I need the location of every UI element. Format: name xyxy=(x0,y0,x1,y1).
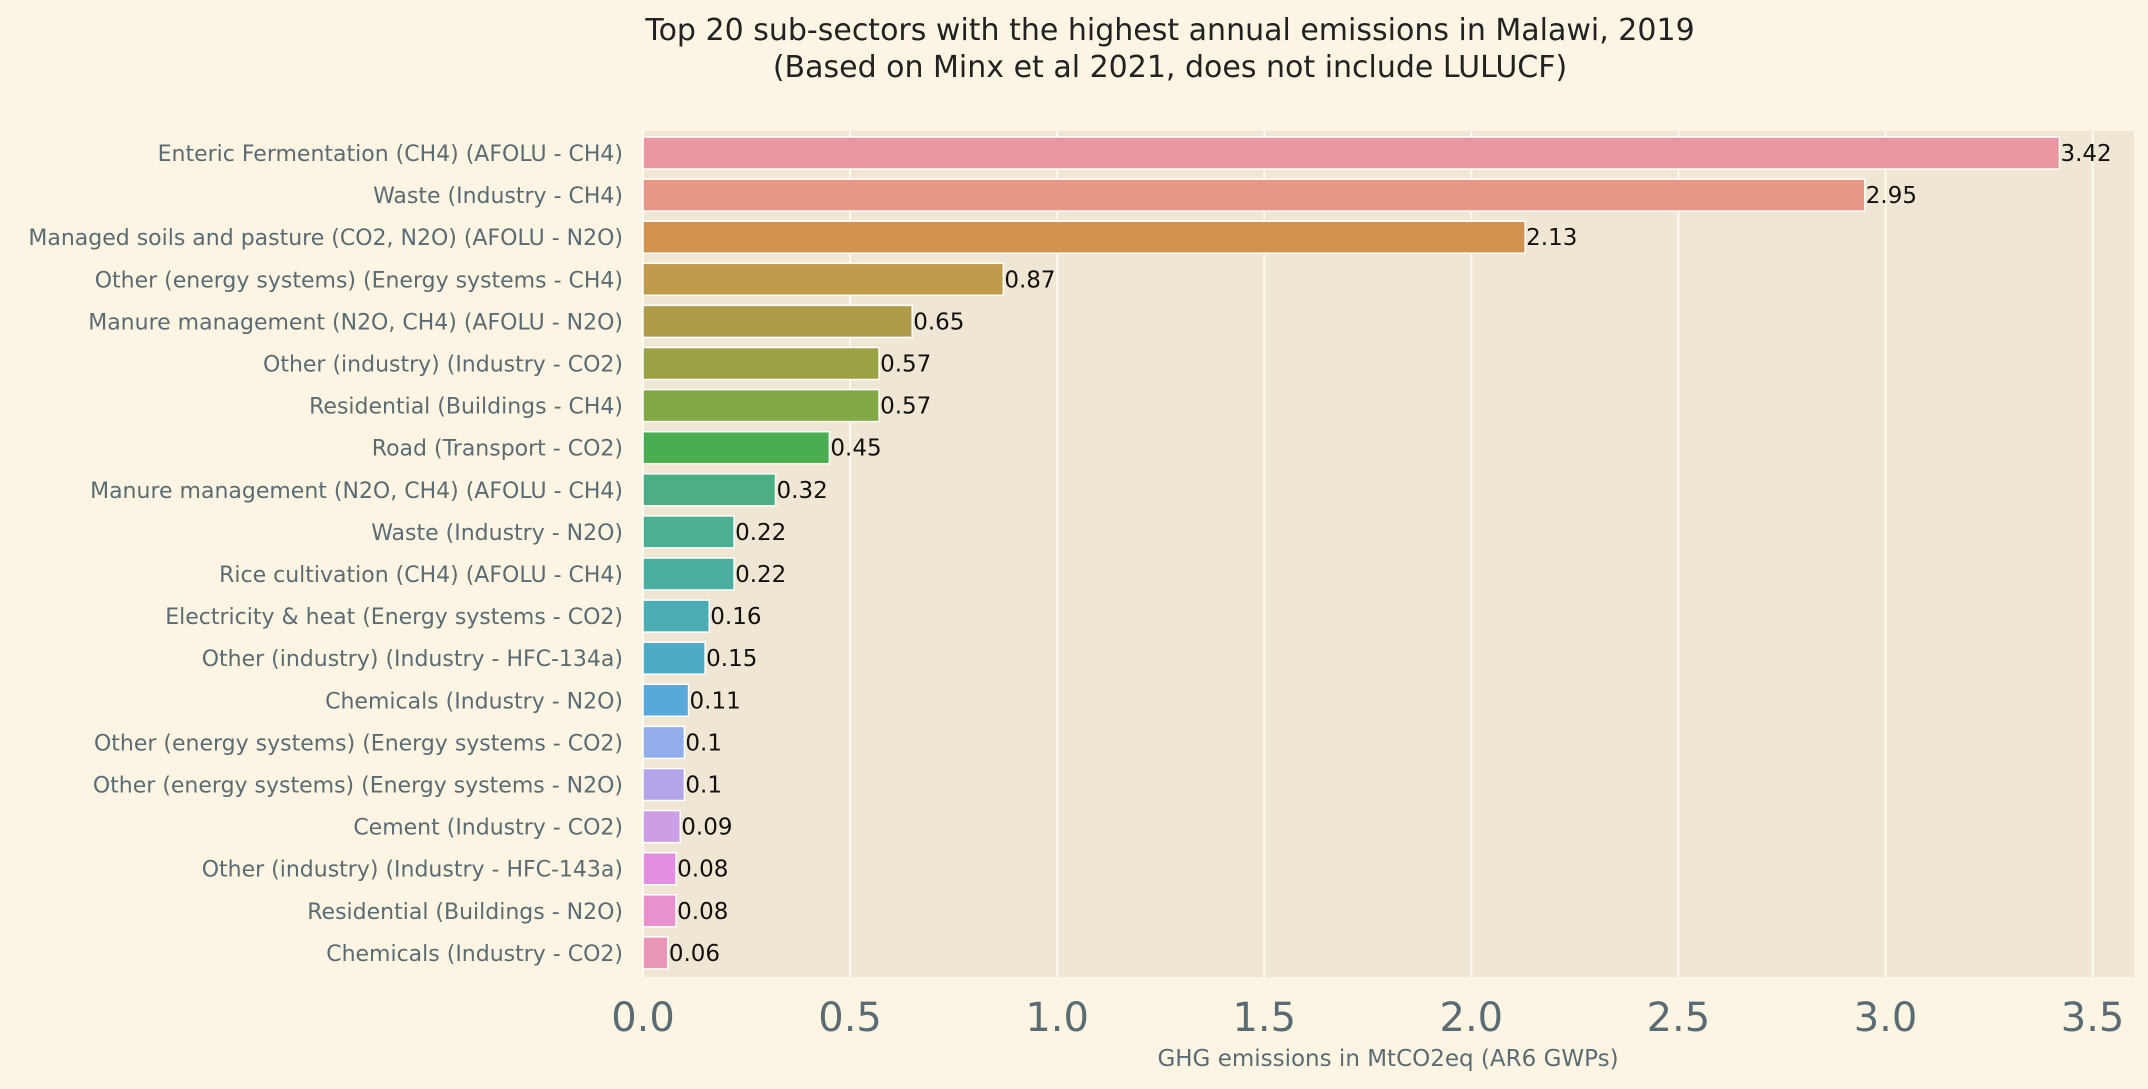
bar xyxy=(642,515,735,549)
value-label: 0.22 xyxy=(735,520,786,546)
x-tick-label: 2.5 xyxy=(1647,995,1711,1041)
value-label: 0.08 xyxy=(677,857,728,883)
bar xyxy=(642,809,682,844)
category-label: Waste (Industry - CH4) xyxy=(373,184,623,209)
category-label: Rice cultivation (CH4) (AFOLU - CH4) xyxy=(219,563,623,588)
bar xyxy=(642,220,1526,254)
value-label: 0.45 xyxy=(830,436,881,462)
bar xyxy=(642,388,880,423)
value-label: 0.22 xyxy=(735,562,786,588)
x-tick-label: 3.5 xyxy=(2061,995,2125,1041)
bar xyxy=(642,346,880,381)
x-axis-ticks: 0.0 0.5 1.0 1.5 2.0 2.5 3.0 3.5 xyxy=(611,995,2124,1041)
value-label: 0.87 xyxy=(1004,267,1055,293)
x-tick-label: 2.0 xyxy=(1440,995,1504,1041)
value-label: 0.32 xyxy=(777,478,828,504)
x-axis-label: GHG emissions in MtCO2eq (AR6 GWPs) xyxy=(1157,1046,1618,1072)
value-label: 0.08 xyxy=(677,899,728,925)
value-label: 3.42 xyxy=(2060,141,2111,167)
bar xyxy=(642,851,677,886)
bar xyxy=(642,178,1866,212)
bar xyxy=(642,936,669,970)
value-label: 0.65 xyxy=(913,309,964,335)
x-tick-label: 1.0 xyxy=(1025,995,1089,1041)
chart-subtitle: (Based on Minx et al 2021, does not incl… xyxy=(773,50,1567,85)
bar xyxy=(642,304,913,339)
category-label: Cement (Industry - CO2) xyxy=(353,816,623,841)
bar xyxy=(642,136,2061,170)
value-label: 0.15 xyxy=(706,646,757,672)
category-label: Road (Transport - CO2) xyxy=(372,437,623,462)
chart-title: Top 20 sub-sectors with the highest annu… xyxy=(644,13,1694,48)
bar xyxy=(642,894,677,928)
bar xyxy=(642,599,711,633)
bar xyxy=(642,430,831,465)
bar xyxy=(642,262,1005,297)
bar xyxy=(642,767,686,802)
category-label: Other (industry) (Industry - HFC-143a) xyxy=(202,858,623,883)
category-label: Chemicals (Industry - N2O) xyxy=(325,689,623,714)
category-label: Other (energy systems) (Energy systems -… xyxy=(93,774,623,799)
category-label: Manure management (N2O, CH4) (AFOLU - N2… xyxy=(88,310,623,335)
category-label: Residential (Buildings - CH4) xyxy=(309,395,623,420)
bars xyxy=(642,136,2061,970)
x-tick-label: 0.5 xyxy=(818,995,882,1041)
value-label: 0.11 xyxy=(690,688,741,714)
category-label: Waste (Industry - N2O) xyxy=(371,521,623,546)
value-label: 0.1 xyxy=(685,730,722,756)
category-label: Managed soils and pasture (CO2, N2O) (AF… xyxy=(28,226,623,251)
bar xyxy=(642,473,777,507)
x-tick-label: 1.5 xyxy=(1232,995,1296,1041)
x-tick-label: 0.0 xyxy=(611,995,675,1041)
value-label: 0.57 xyxy=(880,394,931,420)
value-label: 2.13 xyxy=(1526,225,1577,251)
bar xyxy=(642,725,686,760)
plot-area xyxy=(643,131,2134,977)
value-label: 2.95 xyxy=(1866,183,1917,209)
category-label: Chemicals (Industry - CO2) xyxy=(326,942,623,967)
category-label: Electricity & heat (Energy systems - CO2… xyxy=(165,605,623,630)
x-tick-label: 3.0 xyxy=(1854,995,1918,1041)
category-label: Other (industry) (Industry - HFC-134a) xyxy=(202,647,623,672)
value-labels: 3.42 2.95 2.13 0.87 0.65 0.57 0.57 0.450.32 0.22… xyxy=(669,141,2112,967)
bar xyxy=(642,557,735,591)
bar xyxy=(642,683,690,718)
category-label: Manure management (N2O, CH4) (AFOLU - CH… xyxy=(90,479,623,504)
value-label: 0.06 xyxy=(669,941,720,967)
category-label: Other (energy systems) (Energy systems -… xyxy=(94,731,623,756)
category-labels: Enteric Fermentation (CH4) (AFOLU - CH4)… xyxy=(28,142,623,967)
category-label: Residential (Buildings - N2O) xyxy=(307,900,623,925)
bar xyxy=(642,641,706,675)
value-label: 0.16 xyxy=(710,604,761,630)
category-label: Enteric Fermentation (CH4) (AFOLU - CH4) xyxy=(158,142,623,167)
value-label: 0.57 xyxy=(880,352,931,378)
value-label: 0.1 xyxy=(685,773,722,799)
category-label: Other (energy systems) (Energy systems -… xyxy=(95,268,623,293)
category-label: Other (industry) (Industry - CO2) xyxy=(263,353,623,378)
value-label: 0.09 xyxy=(681,815,732,841)
